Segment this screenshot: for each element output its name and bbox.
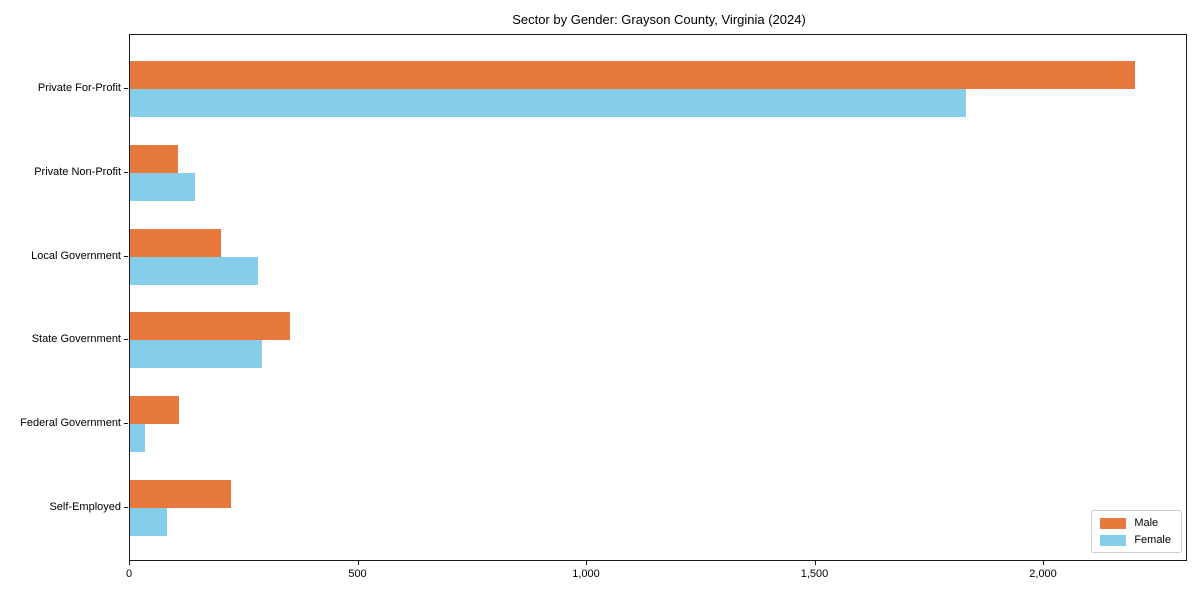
bar-female-private-for-profit <box>130 89 967 117</box>
y-tick-mark <box>124 339 128 341</box>
y-tick-label-state-government: State Government <box>31 333 121 346</box>
y-tick-mark <box>124 255 128 257</box>
legend-swatch-male <box>1100 517 1127 529</box>
bar-female-self-employed <box>130 508 168 536</box>
x-tick-label-500: 500 <box>348 568 367 580</box>
x-tick-mark <box>357 561 359 565</box>
bar-female-local-government <box>130 256 258 285</box>
x-tick-label-0: 0 <box>125 568 133 580</box>
bar-male-private-non-profit <box>130 144 178 173</box>
y-tick-label-private-non-profit: Private Non-Profit <box>34 165 121 178</box>
bar-female-federal-government <box>130 424 146 453</box>
legend: Male Female <box>1091 510 1182 553</box>
x-tick-mark <box>814 561 816 565</box>
legend-entry-female: Female <box>1100 534 1171 546</box>
y-tick-label-federal-government: Federal Government <box>20 417 121 430</box>
x-tick-label-2000: 2,000 <box>1029 568 1057 580</box>
y-tick-mark <box>124 423 128 425</box>
y-tick-label-local-government: Local Government <box>31 249 121 262</box>
bar-male-federal-government <box>130 396 180 425</box>
x-tick-mark <box>586 561 588 565</box>
legend-entry-male: Male <box>1100 517 1171 529</box>
chart-title: Sector by Gender: Grayson County, Virgin… <box>512 12 806 27</box>
bar-male-self-employed <box>130 480 231 508</box>
bar-female-private-non-profit <box>130 172 195 201</box>
y-tick-mark <box>124 88 128 89</box>
legend-swatch-female <box>1100 534 1127 546</box>
x-tick-label-1500: 1,500 <box>800 568 829 580</box>
bar-male-local-government <box>130 228 222 257</box>
y-tick-mark <box>124 507 128 508</box>
x-tick-mark <box>129 561 130 565</box>
legend-label-female: Female <box>1134 534 1171 546</box>
bar-female-state-government <box>130 340 262 369</box>
bar-male-private-for-profit <box>130 61 1136 89</box>
y-tick-mark <box>124 171 128 173</box>
y-tick-label-self-employed: Self-Employed <box>49 501 121 513</box>
x-tick-mark <box>1043 561 1045 565</box>
plot-area: Male Female <box>129 34 1187 561</box>
y-tick-label-private-for-profit: Private For-Profit <box>37 82 121 94</box>
legend-label-male: Male <box>1134 517 1159 529</box>
bar-male-state-government <box>130 312 290 341</box>
x-tick-label-1000: 1,000 <box>572 568 600 580</box>
